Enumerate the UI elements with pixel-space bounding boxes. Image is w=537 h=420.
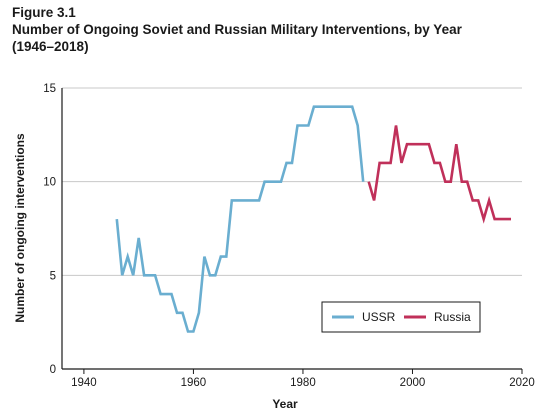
x-tick-label: 2020 <box>509 377 535 389</box>
y-tick-label: 0 <box>50 364 56 376</box>
x-tick-label: 2000 <box>400 377 426 389</box>
y-tick-label: 15 <box>43 83 56 95</box>
x-tick-label: 1940 <box>71 377 97 389</box>
gridlines <box>62 87 522 276</box>
tick-labels: 0 5 10 15 1940 1960 1980 2000 2020 <box>43 83 535 389</box>
x-tick-label: 1960 <box>181 377 207 389</box>
figure-label: Figure 3.1 <box>12 5 76 20</box>
legend-label-russia: Russia <box>434 310 471 324</box>
y-tick-label: 5 <box>50 270 56 282</box>
figure-title-range: (1946–2018) <box>12 39 89 54</box>
y-tick-label: 10 <box>43 177 56 189</box>
y-axis-title: Number of ongoing interventions <box>13 133 27 323</box>
axes <box>61 88 523 374</box>
figure-header: Figure 3.1 Number of Ongoing Soviet and … <box>12 4 527 55</box>
series-lines <box>115 105 511 333</box>
legend: USSR Russia <box>321 301 481 333</box>
series-line-russia <box>367 125 511 224</box>
x-tick-label: 1980 <box>290 377 316 389</box>
figure-title: Number of Ongoing Soviet and Russian Mil… <box>12 22 462 37</box>
legend-label-ussr: USSR <box>362 310 396 324</box>
series-line-ussr <box>115 105 365 333</box>
x-axis-title: Year <box>272 397 298 411</box>
